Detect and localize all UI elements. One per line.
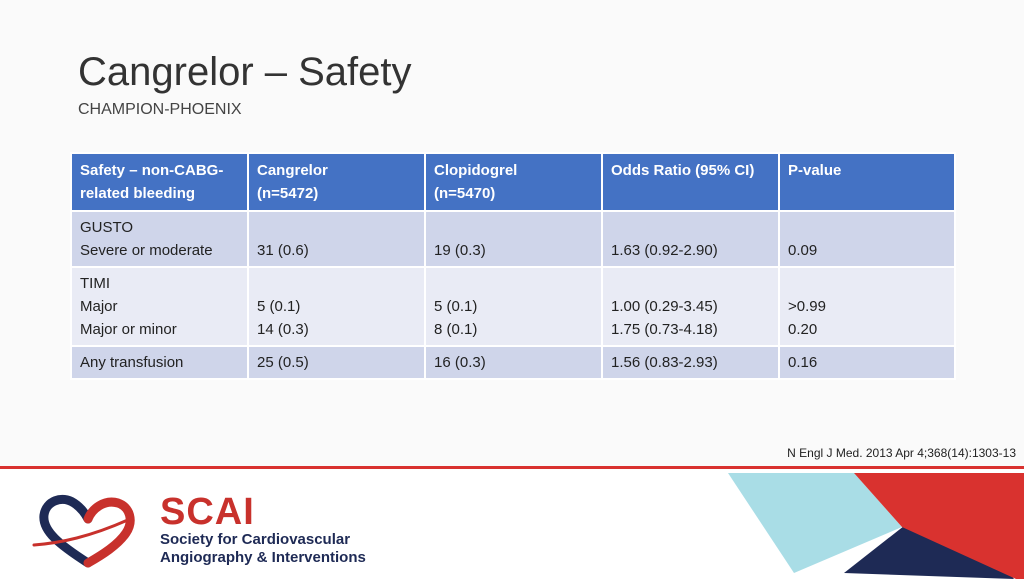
slide-subtitle: CHAMPION-PHOENIX [78, 101, 242, 118]
cell-cangrelor: 31 (0.6) [247, 210, 426, 268]
header-clopidogrel: Clopidogrel (n=5470) [424, 152, 603, 212]
cell-cangrelor: 25 (0.5) [247, 345, 426, 380]
cell-label: TIMI Major Major or minor [70, 266, 249, 347]
cell-odds-ratio: 1.63 (0.92-2.90) [601, 210, 780, 268]
cell-clopidogrel: 16 (0.3) [424, 345, 603, 380]
header-p-value: P-value [778, 152, 956, 212]
safety-table: Safety – non-CABG- related bleeding Cang… [70, 152, 956, 380]
cell-label: GUSTO Severe or moderate [70, 210, 249, 268]
scai-full-name: Society for Cardiovascular Angiography &… [160, 531, 366, 566]
cell-p-value: 0.09 [778, 210, 956, 268]
cell-odds-ratio: 1.00 (0.29-3.45) 1.75 (0.73-4.18) [601, 266, 780, 347]
cell-clopidogrel: 5 (0.1) 8 (0.1) [424, 266, 603, 347]
decorative-stripes [728, 473, 1024, 579]
cell-clopidogrel: 19 (0.3) [424, 210, 603, 268]
red-stripe [854, 473, 1024, 579]
header-safety: Safety – non-CABG- related bleeding [70, 152, 249, 212]
header-odds-ratio: Odds Ratio (95% CI) [601, 152, 780, 212]
scai-wordmark: SCAI [160, 491, 255, 533]
cell-label: Any transfusion [70, 345, 249, 380]
cell-p-value: >0.99 0.20 [778, 266, 956, 347]
table-row-gusto: GUSTO Severe or moderate 31 (0.6) 19 (0.… [70, 210, 956, 268]
scai-heart-logo-icon [32, 495, 135, 568]
footer-banner: SCAI Society for Cardiovascular Angiogra… [0, 466, 1024, 579]
light-blue-stripe [728, 473, 902, 573]
cell-odds-ratio: 1.56 (0.83-2.93) [601, 345, 780, 380]
table-row-transfusion: Any transfusion 25 (0.5) 16 (0.3) 1.56 (… [70, 345, 956, 380]
cell-cangrelor: 5 (0.1) 14 (0.3) [247, 266, 426, 347]
cell-p-value: 0.16 [778, 345, 956, 380]
table-row-timi: TIMI Major Major or minor 5 (0.1) 14 (0.… [70, 266, 956, 347]
citation: N Engl J Med. 2013 Apr 4;368(14):1303-13 [787, 446, 1016, 460]
header-cangrelor: Cangrelor (n=5472) [247, 152, 426, 212]
table-header-row: Safety – non-CABG- related bleeding Cang… [70, 152, 956, 212]
slide-title: Cangrelor – Safety [78, 50, 412, 94]
